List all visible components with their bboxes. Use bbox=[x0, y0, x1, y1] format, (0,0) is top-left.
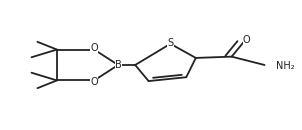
Text: NH₂: NH₂ bbox=[277, 60, 295, 70]
Text: O: O bbox=[90, 43, 98, 53]
Text: O: O bbox=[90, 77, 98, 87]
Text: O: O bbox=[243, 35, 250, 45]
Text: S: S bbox=[167, 38, 173, 48]
Text: B: B bbox=[115, 60, 121, 70]
